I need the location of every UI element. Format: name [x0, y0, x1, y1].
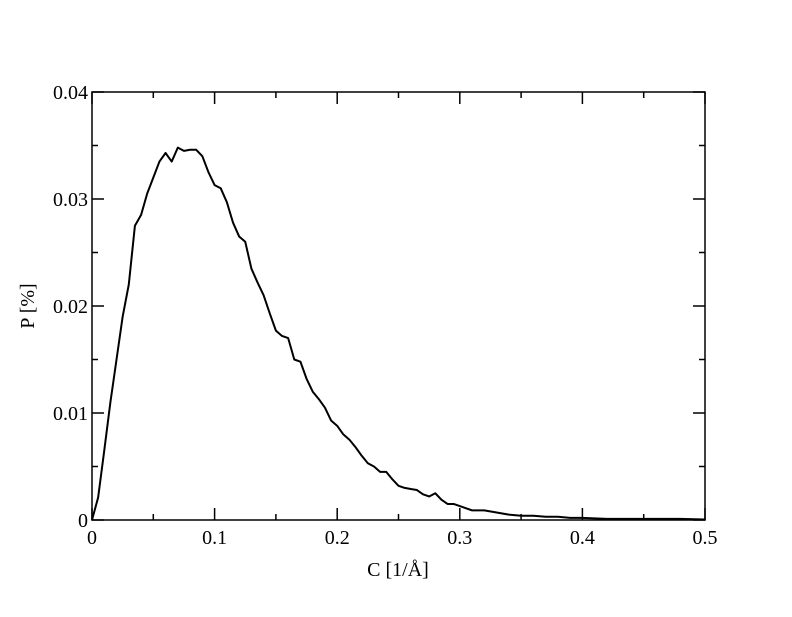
- x-tick-label: 0.4: [570, 527, 595, 549]
- x-tick-label: 0.1: [202, 527, 227, 549]
- y-tick-label: 0.01: [53, 403, 88, 425]
- y-tick-label: 0: [78, 510, 88, 532]
- y-tick-label: 0.04: [53, 82, 88, 104]
- y-tick-label: 0.02: [53, 296, 88, 318]
- x-tick-label: 0: [87, 527, 97, 549]
- plot-frame: [91, 91, 706, 521]
- data-line: [91, 146, 706, 521]
- x-tick-label: 0.2: [325, 527, 350, 549]
- y-tick-label: 0.03: [53, 189, 88, 211]
- y-axis-label: P [%]: [17, 283, 39, 328]
- x-tick-label: 0.5: [693, 527, 718, 549]
- x-axis-label: C [1/Å]: [367, 559, 429, 581]
- x-tick-label: 0.3: [447, 527, 472, 549]
